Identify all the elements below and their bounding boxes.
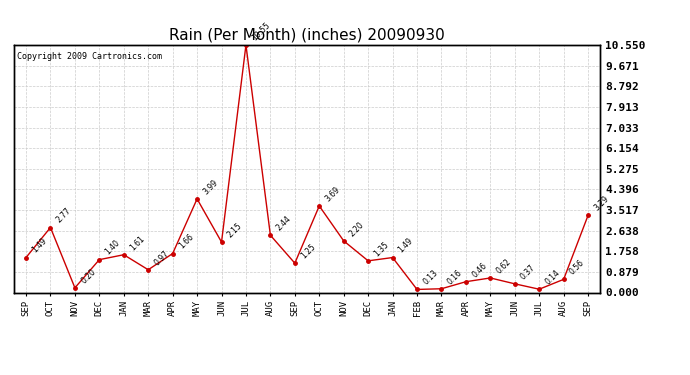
Text: 0.62: 0.62 bbox=[495, 257, 513, 275]
Text: 0.14: 0.14 bbox=[543, 268, 562, 286]
Text: 1.49: 1.49 bbox=[30, 237, 48, 255]
Text: Copyright 2009 Cartronics.com: Copyright 2009 Cartronics.com bbox=[17, 53, 161, 62]
Text: 1.35: 1.35 bbox=[373, 240, 391, 258]
Text: 0.56: 0.56 bbox=[568, 258, 586, 277]
Text: 0.97: 0.97 bbox=[152, 249, 170, 267]
Title: Rain (Per Month) (inches) 20090930: Rain (Per Month) (inches) 20090930 bbox=[169, 27, 445, 42]
Text: 2.15: 2.15 bbox=[226, 221, 244, 239]
Text: 1.25: 1.25 bbox=[299, 242, 317, 260]
Text: 1.66: 1.66 bbox=[177, 232, 195, 251]
Text: 1.61: 1.61 bbox=[128, 234, 146, 252]
Text: 3.99: 3.99 bbox=[201, 178, 219, 196]
Text: 2.20: 2.20 bbox=[348, 220, 366, 238]
Text: 0.16: 0.16 bbox=[446, 268, 464, 286]
Text: 2.44: 2.44 bbox=[275, 214, 293, 232]
Text: 1.40: 1.40 bbox=[104, 238, 122, 257]
Text: 0.13: 0.13 bbox=[421, 268, 440, 286]
Text: 0.37: 0.37 bbox=[519, 262, 538, 281]
Text: 1.49: 1.49 bbox=[397, 237, 415, 255]
Text: 3.29: 3.29 bbox=[592, 194, 611, 213]
Text: 3.69: 3.69 bbox=[324, 185, 342, 203]
Text: 0.20: 0.20 bbox=[79, 267, 97, 285]
Text: 2.77: 2.77 bbox=[55, 207, 73, 225]
Text: 0.46: 0.46 bbox=[470, 261, 489, 279]
Text: 10.55: 10.55 bbox=[250, 21, 272, 42]
